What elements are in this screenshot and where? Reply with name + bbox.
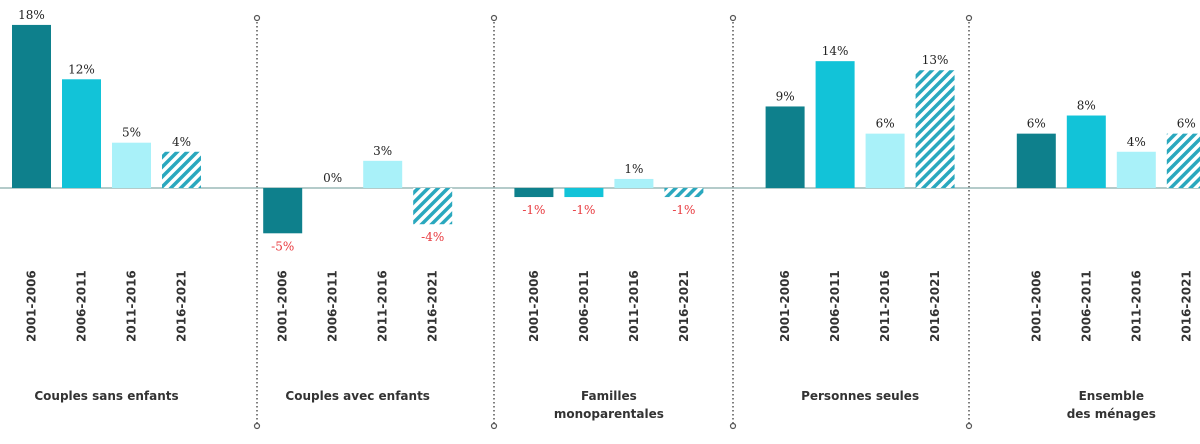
value-label: 5% xyxy=(122,126,141,140)
bar xyxy=(1166,133,1200,188)
bar xyxy=(62,79,101,188)
period-label: 2016-2021 xyxy=(175,270,189,342)
value-label: -1% xyxy=(522,203,545,217)
period-label: 2001-2006 xyxy=(1029,270,1043,342)
value-label: 1% xyxy=(624,162,643,176)
bar xyxy=(664,188,704,198)
period-label: 2006-2011 xyxy=(1079,270,1093,342)
period-label: 2011-2016 xyxy=(125,270,139,342)
bar xyxy=(1116,151,1156,188)
bar xyxy=(162,151,201,188)
separator-end xyxy=(253,14,261,22)
separator-end xyxy=(490,14,498,22)
period-label: 2011-2016 xyxy=(627,270,641,342)
bar xyxy=(564,188,604,198)
period-label: 2016-2021 xyxy=(426,270,440,342)
period-label: 2006-2011 xyxy=(577,270,591,342)
bar xyxy=(815,61,855,188)
period-label: 2001-2006 xyxy=(25,270,39,342)
value-label: 12% xyxy=(68,62,95,76)
period-label: 2011-2016 xyxy=(878,270,892,342)
period-label: 2006-2011 xyxy=(75,270,89,342)
separator-end xyxy=(253,422,261,430)
bar xyxy=(413,188,453,225)
value-label: 13% xyxy=(922,53,949,67)
value-label: 6% xyxy=(1027,117,1046,131)
separator-end xyxy=(729,422,737,430)
group-label: Couples sans enfants xyxy=(34,389,179,403)
period-label: 2001-2006 xyxy=(276,270,290,342)
value-label: 4% xyxy=(172,135,191,149)
value-label: 6% xyxy=(876,117,895,131)
period-label: 2006-2011 xyxy=(326,270,340,342)
period-label: 2011-2016 xyxy=(376,270,390,342)
bar xyxy=(614,178,654,188)
bar xyxy=(765,106,805,188)
period-label: 2016-2021 xyxy=(1179,270,1193,342)
value-label: 9% xyxy=(776,89,795,103)
bar xyxy=(263,188,303,234)
separator-end xyxy=(729,14,737,22)
value-label: -1% xyxy=(672,203,695,217)
value-label: 18% xyxy=(18,8,45,22)
bar xyxy=(1016,133,1056,188)
period-label: 2016-2021 xyxy=(677,270,691,342)
period-label: 2011-2016 xyxy=(1129,270,1143,342)
period-label: 2001-2006 xyxy=(778,270,792,342)
separator-end xyxy=(490,422,498,430)
separator-end xyxy=(965,422,973,430)
period-label: 2016-2021 xyxy=(928,270,942,342)
value-label: 4% xyxy=(1127,135,1146,149)
value-label: -1% xyxy=(572,203,595,217)
value-label: 0% xyxy=(323,171,342,185)
bar xyxy=(1066,115,1106,188)
group-label: Familles monoparentales xyxy=(553,389,664,421)
group-label: Ensemble des ménages xyxy=(1066,389,1156,421)
bar xyxy=(12,24,51,189)
bar xyxy=(363,160,403,188)
bar xyxy=(112,142,151,188)
value-label: 3% xyxy=(373,144,392,158)
bar xyxy=(514,188,554,198)
group-label: Personnes seules xyxy=(801,389,920,403)
bar xyxy=(915,70,955,188)
group-label: Couples avec enfants xyxy=(285,389,430,403)
value-label: 8% xyxy=(1077,99,1096,113)
bar xyxy=(865,133,905,188)
value-label: 6% xyxy=(1177,117,1196,131)
period-label: 2001-2006 xyxy=(527,270,541,342)
separator-end xyxy=(965,14,973,22)
value-label: -4% xyxy=(421,230,444,244)
period-label: 2006-2011 xyxy=(828,270,842,342)
value-label: 14% xyxy=(822,44,849,58)
value-label: -5% xyxy=(271,239,294,253)
